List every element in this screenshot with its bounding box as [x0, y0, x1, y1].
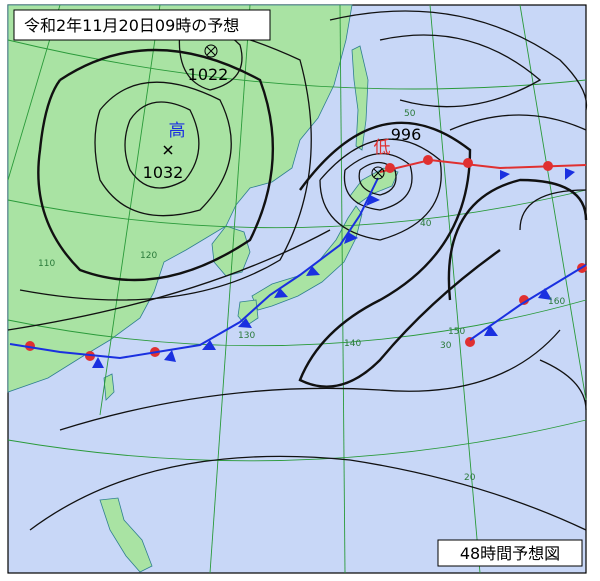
cold-mark [202, 340, 216, 350]
low-marker [371, 166, 385, 180]
warm-mark [543, 161, 553, 171]
cold-mark [164, 350, 176, 362]
lon-label: 130 [238, 331, 255, 341]
isobar [124, 101, 200, 189]
lat-label: 30 [440, 341, 452, 351]
warm-mark [423, 155, 433, 165]
parallel [7, 189, 587, 229]
isobar [449, 114, 587, 131]
isobar [343, 152, 413, 211]
cold-mark [306, 266, 320, 276]
isobar [447, 178, 588, 301]
isobar [29, 455, 587, 531]
sakhalin [351, 45, 369, 151]
isobar [37, 48, 275, 282]
isobar [94, 81, 232, 217]
low-marker [373, 168, 383, 178]
center-marker [206, 46, 216, 56]
footer-label: 48時間予想図 [460, 544, 560, 563]
warm-mark [385, 163, 395, 173]
philippines [99, 497, 153, 573]
isobar [319, 138, 442, 241]
lon-label: 120 [140, 251, 157, 261]
center-pressure: 1022 [188, 65, 229, 84]
isobar [298, 121, 501, 388]
warm-mark [519, 295, 529, 305]
parallel [7, 419, 587, 462]
cold-mark [484, 325, 498, 336]
graticule [7, 4, 587, 574]
meridian [339, 4, 346, 574]
cold-mark [238, 318, 252, 328]
low-pressure: 996 [391, 125, 422, 144]
high-pressure: 1032 [143, 163, 184, 182]
isobar [519, 189, 587, 231]
lon-label: 160 [548, 297, 565, 307]
cold-mark [538, 288, 552, 300]
low-label: 低 [374, 138, 391, 158]
isobar [379, 34, 542, 108]
warm-mark [465, 337, 475, 347]
meridian [519, 4, 587, 401]
meridian [209, 4, 251, 574]
cold-mark [366, 195, 380, 206]
cold-front [469, 264, 587, 341]
cold-mark [500, 170, 510, 180]
fronts [9, 155, 587, 368]
isobar [329, 10, 588, 111]
cold-mark [565, 168, 575, 180]
lat-label: 40 [420, 219, 432, 229]
center-marker [204, 44, 218, 58]
footer-box [437, 539, 583, 567]
isobar [539, 359, 587, 411]
title-box [13, 9, 271, 41]
parallel [7, 39, 587, 90]
meridian [99, 4, 161, 416]
cold-mark [274, 288, 288, 298]
lat-label: 50 [404, 109, 416, 119]
title: 令和2年11月20日09時の予想 [24, 16, 239, 35]
lat-label: 20 [464, 473, 476, 483]
cold-mark [344, 232, 358, 244]
parallel [7, 299, 587, 347]
centers: 1022 高 1032 低 996 [143, 44, 422, 182]
cold-front-marks [92, 168, 575, 368]
cold-front [9, 177, 379, 360]
isobar [59, 329, 561, 431]
grid-labels: 50 40 30 20 110 120 130 140 150 160 [38, 109, 565, 483]
lon-label: 140 [344, 339, 361, 349]
taiwan [103, 373, 115, 401]
lon-label: 150 [448, 327, 465, 337]
meridian [429, 4, 481, 574]
isobar [358, 161, 397, 196]
warm-mark [463, 158, 473, 168]
high-label: 高 [169, 121, 186, 141]
high-marker [163, 145, 173, 155]
isobar [7, 229, 331, 331]
cold-mark [92, 357, 104, 368]
lon-label: 110 [38, 259, 55, 269]
